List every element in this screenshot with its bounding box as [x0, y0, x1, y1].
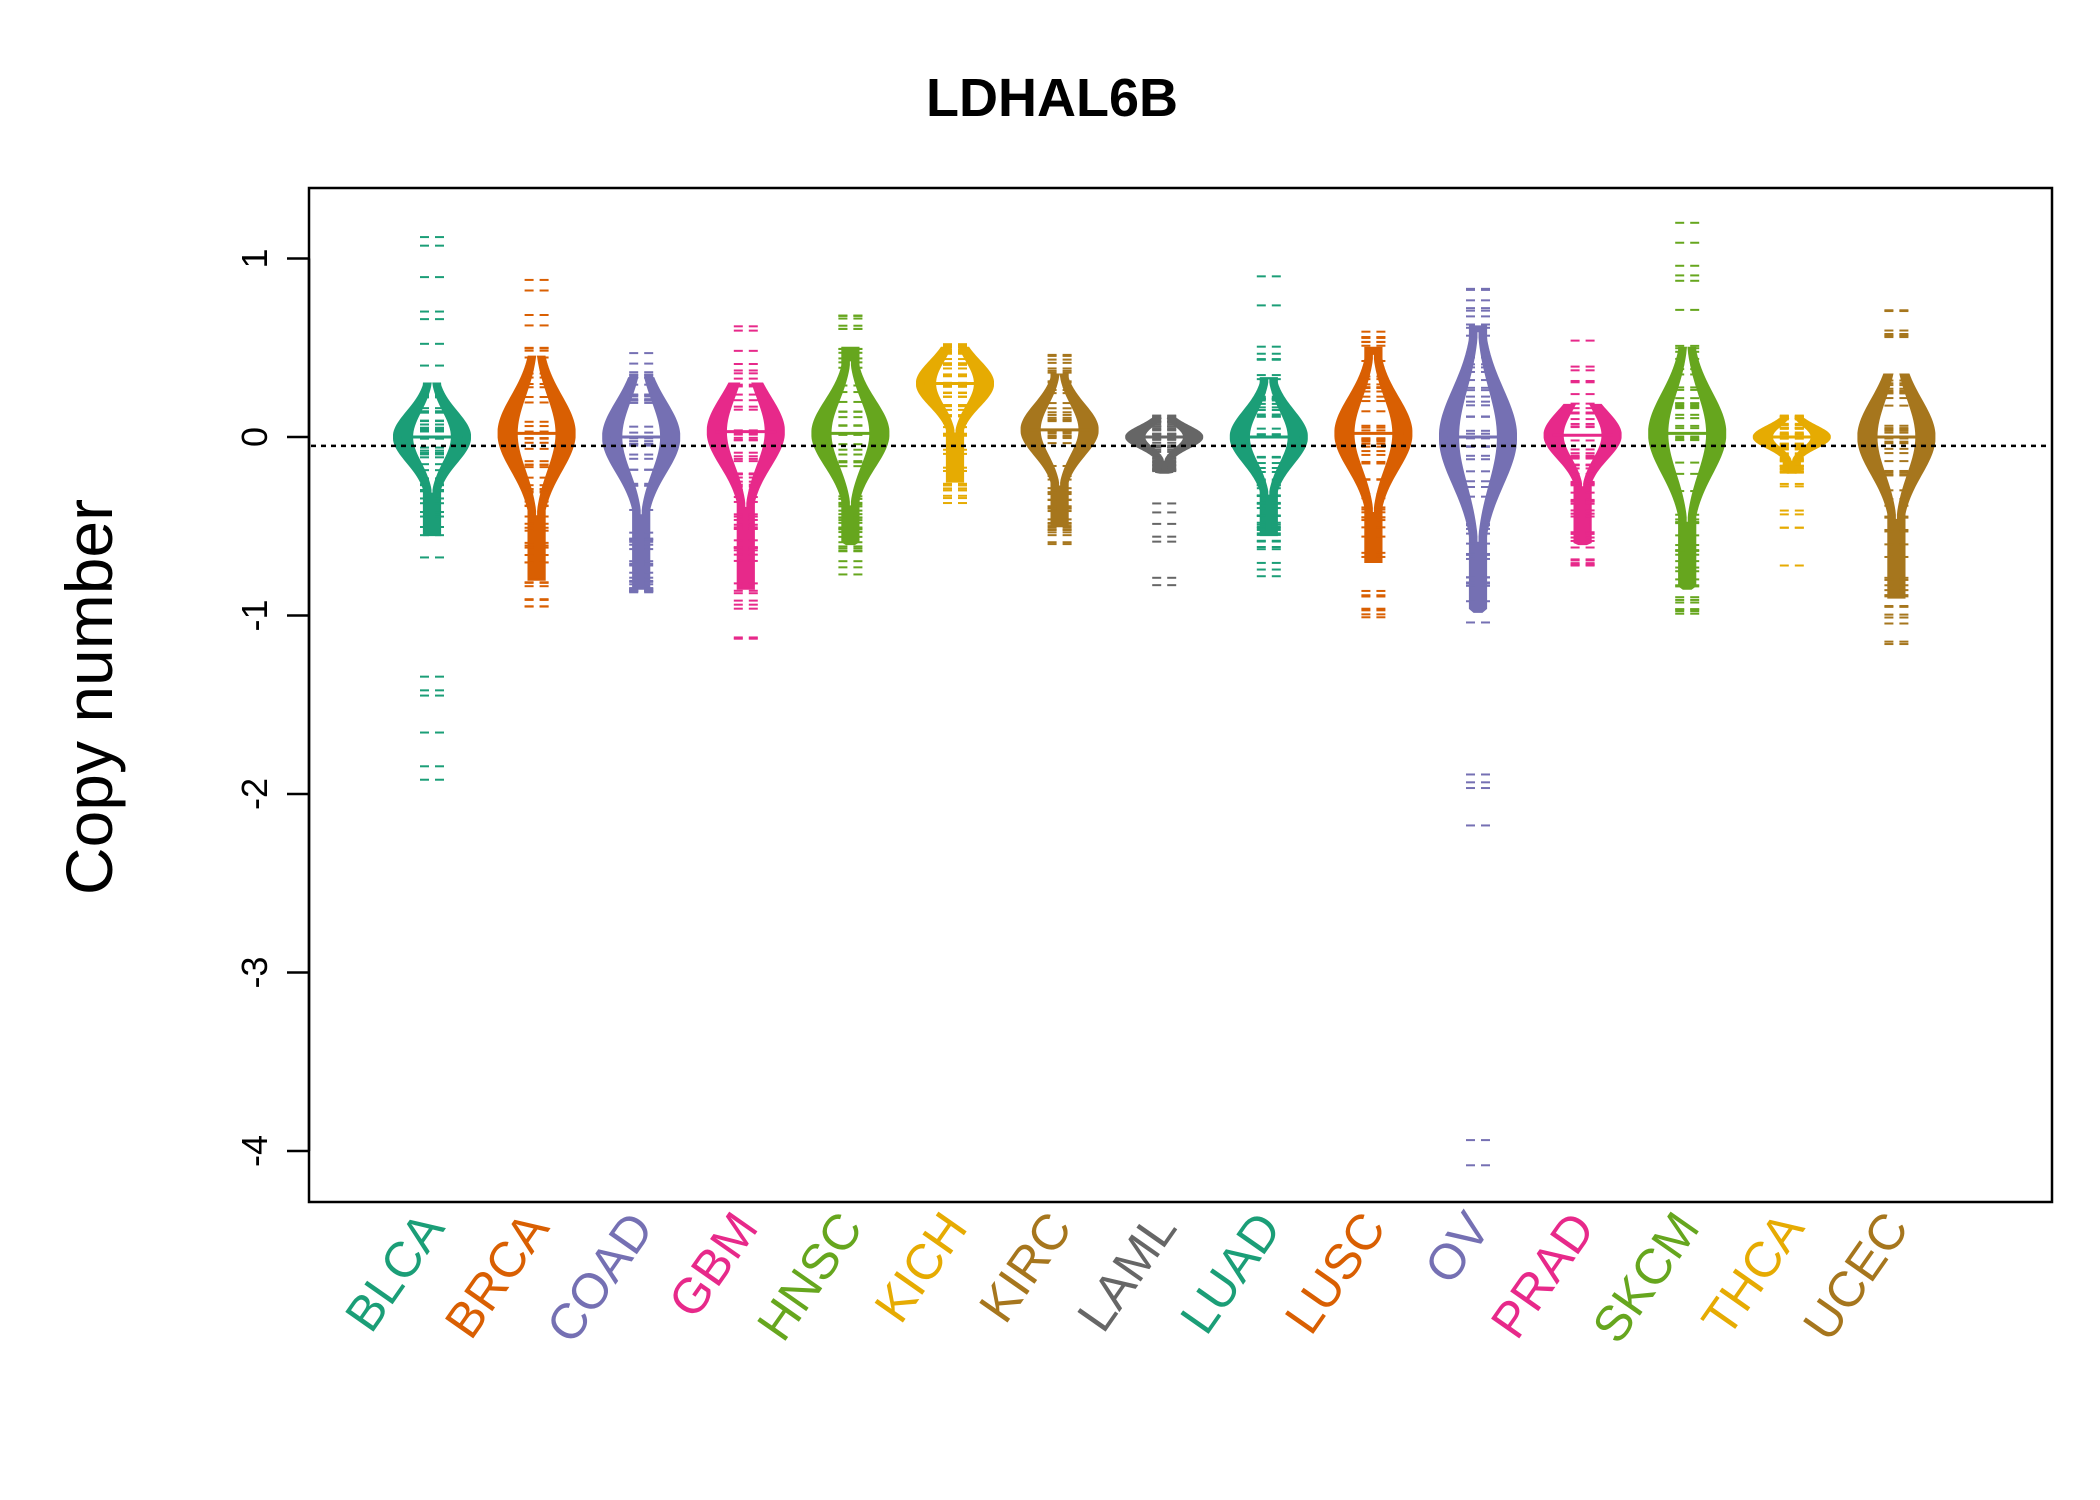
x-tick-label-coad: COAD: [535, 1202, 664, 1352]
x-tick-label-kich: KICH: [864, 1202, 978, 1332]
plot-frame: [307, 186, 2054, 1204]
bean-skcm: [1648, 221, 1727, 615]
y-tick-label: 1: [234, 248, 275, 268]
bean-ucec: [1857, 309, 1936, 646]
beans: [393, 221, 1936, 1167]
y-axis-label: Copy number: [52, 499, 126, 895]
bean-thca: [1752, 413, 1831, 567]
bean-lusc: [1334, 330, 1413, 619]
y-tick-label: -3: [234, 956, 275, 988]
y-axis: 1 0 -1 -2 -3 -4: [234, 248, 311, 1167]
bean-laml: [1125, 413, 1204, 587]
bean-blca: [393, 236, 471, 781]
bean-hnsc: [811, 314, 890, 576]
x-tick-label-luad: LUAD: [1169, 1202, 1291, 1343]
x-tick-label-ov: OV: [1414, 1202, 1502, 1294]
bean-ov: [1439, 287, 1517, 1167]
x-tick-label-prad: PRAD: [1480, 1202, 1606, 1348]
x-tick-label-lusc: LUSC: [1274, 1202, 1396, 1343]
x-tick-label-blca: BLCA: [334, 1202, 455, 1342]
bean-coad: [602, 352, 681, 594]
bean-kich: [916, 334, 994, 505]
y-tick-label: -4: [234, 1135, 275, 1167]
x-tick-label-kirc: KIRC: [968, 1202, 1082, 1332]
x-tick-label-laml: LAML: [1066, 1202, 1187, 1341]
x-tick-label-skcm: SKCM: [1581, 1202, 1710, 1352]
y-tick-label: -1: [234, 599, 275, 631]
bean-prad: [1543, 339, 1622, 567]
y-tick-label: 0: [234, 427, 275, 447]
y-tick-label: -2: [234, 778, 275, 810]
bean-brca: [497, 278, 576, 608]
x-tick-label-ucec: UCEC: [1792, 1202, 1919, 1350]
x-tick-label-thca: THCA: [1691, 1202, 1815, 1346]
x-tick-label-hnsc: HNSC: [746, 1202, 873, 1350]
bean-luad: [1229, 275, 1308, 578]
bean-kirc: [1020, 353, 1099, 546]
bean-gbm: [706, 325, 785, 640]
x-tick-label-brca: BRCA: [434, 1202, 560, 1348]
chart-title: LDHAL6B: [926, 68, 1178, 128]
